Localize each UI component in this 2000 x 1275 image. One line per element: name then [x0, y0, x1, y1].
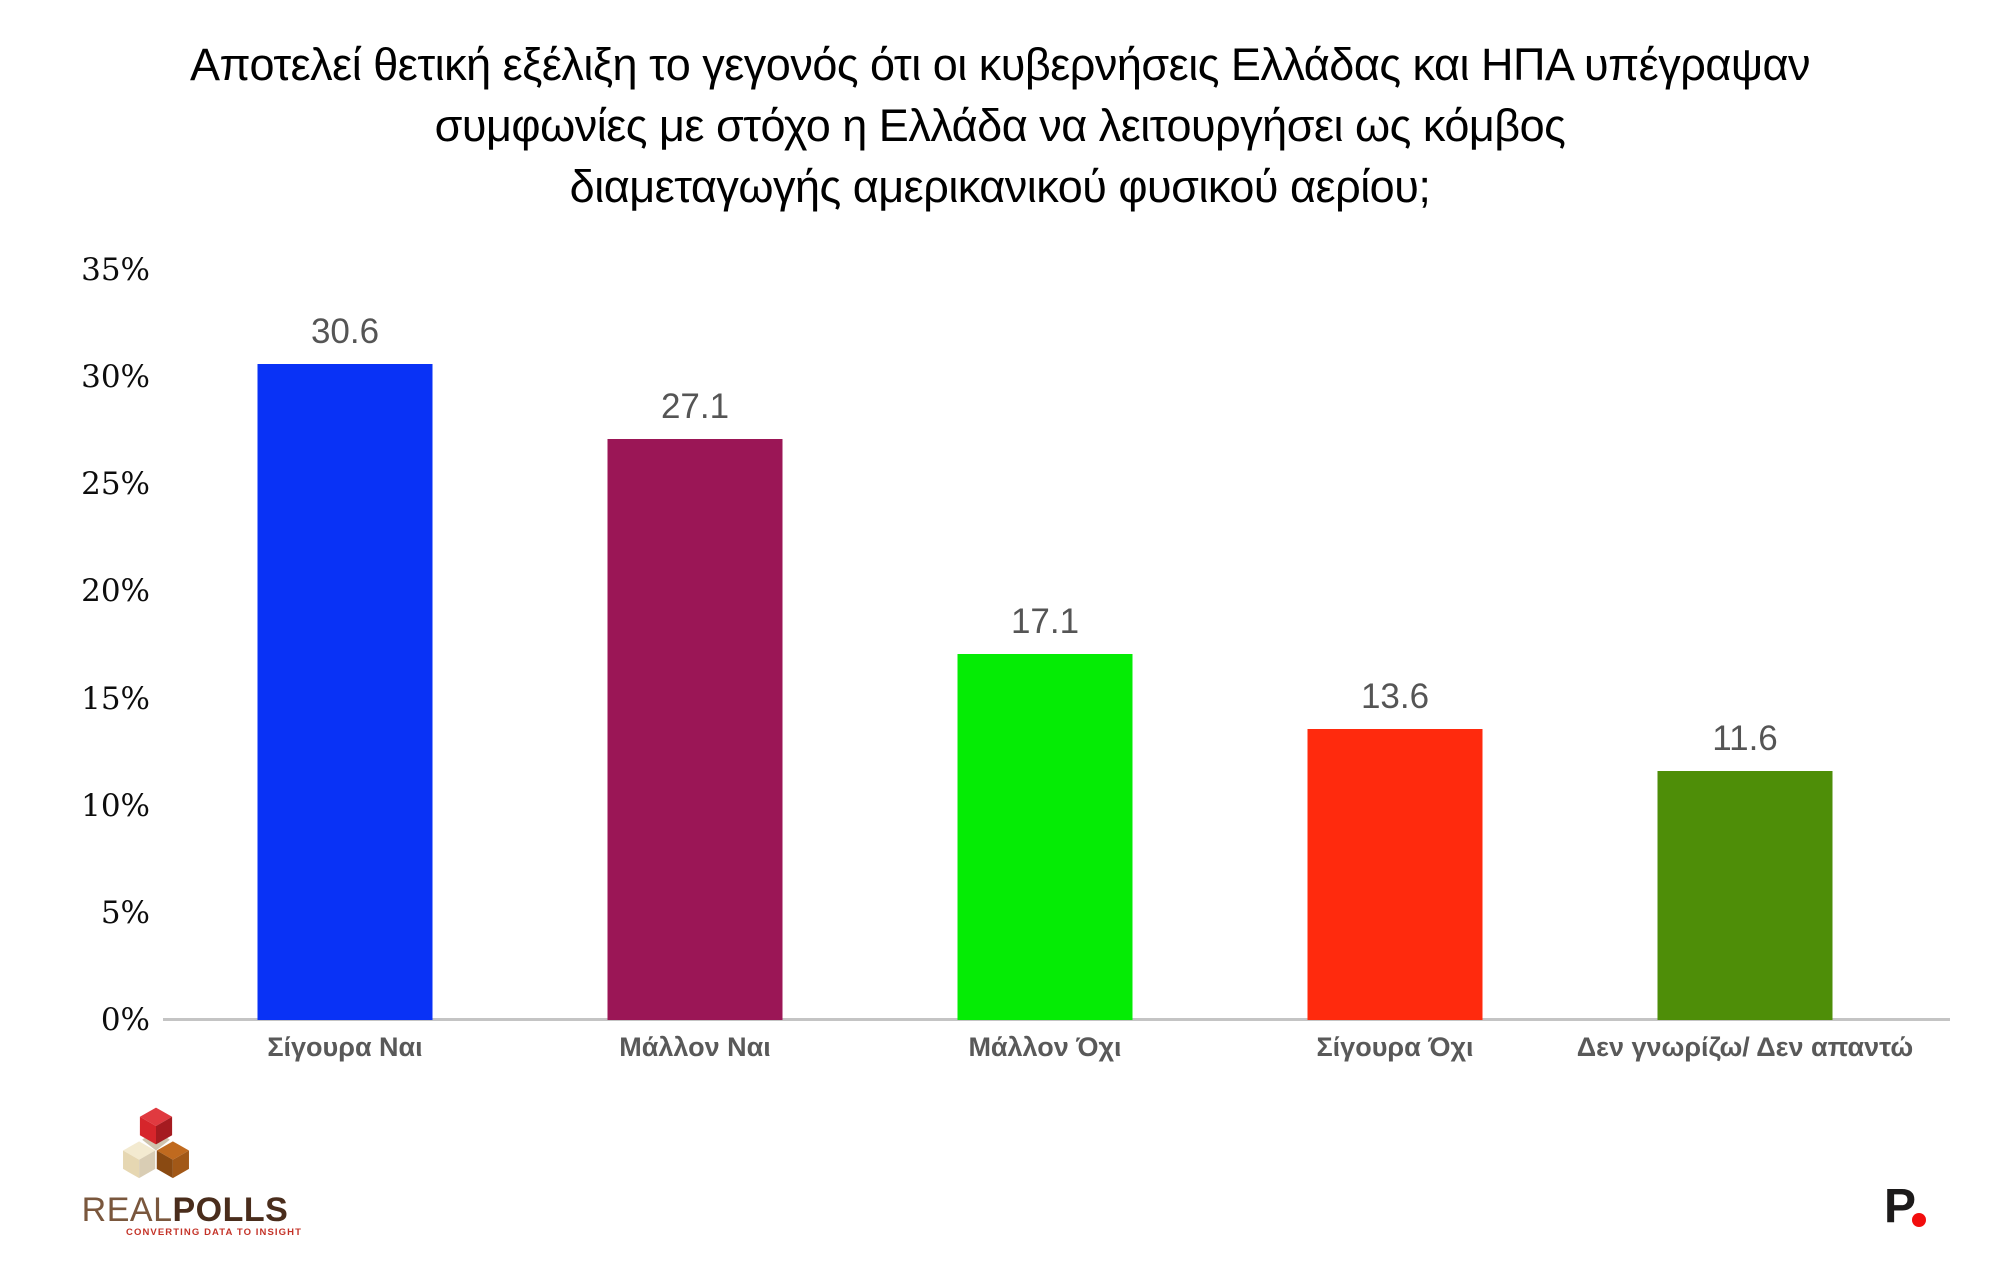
chart-title-line-2: συμφωνίες με στόχο η Ελλάδα να λειτουργή… — [434, 100, 1566, 151]
bar — [1657, 771, 1833, 1020]
y-tick-label: 20% — [81, 573, 150, 610]
category-label: Μάλλον Όχι — [968, 1032, 1122, 1062]
bar — [607, 439, 783, 1020]
y-tick-label: 25% — [81, 466, 150, 503]
bar — [257, 364, 433, 1020]
bar-group: 27.1 Μάλλον Ναι — [520, 270, 870, 1062]
prorata-dot-icon — [1912, 1213, 1926, 1227]
y-tick-label: 30% — [81, 359, 150, 396]
bar-group: 30.6 Σίγουρα Ναι — [170, 270, 520, 1062]
chart-title-line-3: διαμεταγωγής αμερικανικού φυσικού αερίου… — [569, 161, 1431, 212]
chart-title-line-1: Αποτελεί θετική εξέλιξη το γεγονός ότι ο… — [190, 39, 1810, 90]
bar-value-label: 27.1 — [660, 387, 730, 427]
y-tick-label: 15% — [81, 680, 150, 717]
bar — [957, 653, 1133, 1020]
prorata-letter: P — [1884, 1180, 1917, 1233]
y-axis-tick-labels: 35% 30% 25% 20% 15% 10% 5% 0% — [40, 252, 150, 1038]
bar-group: 11.6 Δεν γνωρίζω/ Δεν απαντώ — [1570, 270, 1920, 1062]
realpolls-wordmark-polls: POLLS — [172, 1191, 289, 1229]
category-label: Δεν γνωρίζω/ Δεν απαντώ — [1576, 1032, 1914, 1062]
chart-title: Αποτελεί θετική εξέλιξη το γεγονός ότι ο… — [0, 34, 2000, 217]
realpolls-cubes-icon — [123, 1107, 189, 1179]
bar-group: 17.1 Μάλλον Όχι — [870, 270, 1220, 1062]
bar — [1307, 728, 1483, 1020]
category-label: Μάλλον Ναι — [619, 1032, 771, 1062]
category-label: Σίγουρα Όχι — [1316, 1032, 1474, 1062]
bar-value-label: 11.6 — [1712, 719, 1778, 759]
bar-value-label: 13.6 — [1360, 676, 1430, 716]
y-tick-label: 5% — [100, 894, 150, 931]
prorata-logo: P — [1884, 1183, 1954, 1243]
realpolls-logo: REALPOLLS CONVERTING DATA TO INSIGHT — [68, 1095, 303, 1245]
bar-value-label: 30.6 — [310, 312, 380, 352]
realpolls-tagline: CONVERTING DATA TO INSIGHT — [126, 1227, 303, 1238]
realpolls-wordmark-real: REAL — [81, 1191, 173, 1229]
plot-area: 30.6 Σίγουρα Ναι 27.1 Μάλλον Ναι 17.1 Μάλλον … — [170, 270, 1920, 1062]
bar-value-label: 17.1 — [1010, 601, 1080, 641]
realpolls-wordmark: REALPOLLS — [70, 1191, 300, 1230]
category-label: Σίγουρα Ναι — [267, 1032, 423, 1062]
bar-group: 13.6 Σίγουρα Όχι — [1220, 270, 1570, 1062]
y-tick-label: 0% — [100, 1002, 150, 1038]
y-tick-label: 10% — [81, 787, 150, 824]
y-tick-label: 35% — [81, 252, 150, 288]
